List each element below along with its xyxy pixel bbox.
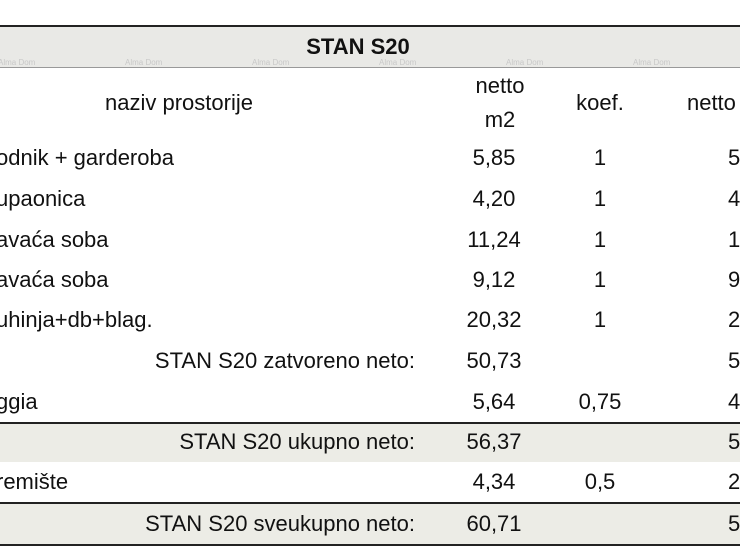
header-cell: netto x	[686, 90, 740, 115]
netto-cell: 5,64	[472, 389, 516, 414]
watermark: Alma Dom	[0, 58, 36, 67]
netto-cell: 4,20	[472, 186, 516, 211]
total-cell: 1	[728, 227, 740, 252]
koef-cell: 1	[593, 145, 607, 170]
room-name: avaća soba	[0, 227, 109, 252]
row-shade	[0, 502, 740, 545]
row-line	[0, 502, 740, 504]
room-name: remište	[0, 469, 69, 494]
row-line	[0, 422, 740, 424]
koef-cell: 1	[593, 307, 607, 332]
netto-cell: 56,37	[466, 429, 522, 454]
total-cell: 2	[728, 469, 740, 494]
room-name: upaonica	[0, 186, 86, 211]
summary-label: STAN S20 ukupno neto:	[179, 429, 415, 454]
total-cell: 5	[728, 348, 740, 373]
room-name: uhinja+db+blag.	[0, 307, 153, 332]
title-band	[0, 25, 740, 68]
netto-cell: 4,34	[472, 469, 516, 494]
title: STAN S20	[306, 33, 410, 59]
row-shade	[0, 422, 740, 462]
koef-cell: 0,75	[578, 389, 622, 414]
room-name: avaća soba	[0, 267, 109, 292]
header-cell: koef.	[576, 90, 624, 115]
total-cell: 5	[728, 145, 740, 170]
watermark: Alma Dom	[125, 58, 163, 67]
total-cell: 9	[728, 267, 740, 292]
bottom-border	[0, 544, 740, 546]
summary-label: STAN S20 zatvoreno neto:	[154, 348, 415, 373]
watermark: Alma Dom	[633, 58, 671, 67]
total-cell: 5	[728, 429, 740, 454]
header-cell: netto m2	[475, 73, 525, 132]
netto-cell: 20,32	[466, 307, 522, 332]
watermark: Alma Dom	[506, 58, 544, 67]
header-border	[0, 67, 740, 68]
room-name: odnik + garderoba	[0, 145, 174, 170]
total-cell: 4	[728, 186, 740, 211]
total-cell: 5	[728, 510, 740, 536]
room-name: ggia	[0, 389, 38, 414]
koef-cell: 1	[593, 267, 607, 292]
summary-label: STAN S20 sveukupno neto:	[145, 510, 415, 536]
header-cell: naziv prostorije	[105, 90, 253, 115]
netto-cell: 50,73	[466, 348, 522, 373]
koef-cell: 1	[593, 186, 607, 211]
koef-cell: 0,5	[584, 469, 616, 494]
koef-cell: 1	[593, 227, 607, 252]
netto-cell: 11,24	[467, 227, 521, 252]
netto-cell: 9,12	[472, 267, 516, 292]
watermark: Alma Dom	[252, 58, 290, 67]
top-border	[0, 25, 740, 27]
netto-cell: 60,71	[466, 510, 522, 536]
netto-cell: 5,85	[472, 145, 516, 170]
watermark: Alma Dom	[379, 58, 417, 67]
total-cell: 2	[728, 307, 740, 332]
total-cell: 4	[728, 389, 740, 414]
